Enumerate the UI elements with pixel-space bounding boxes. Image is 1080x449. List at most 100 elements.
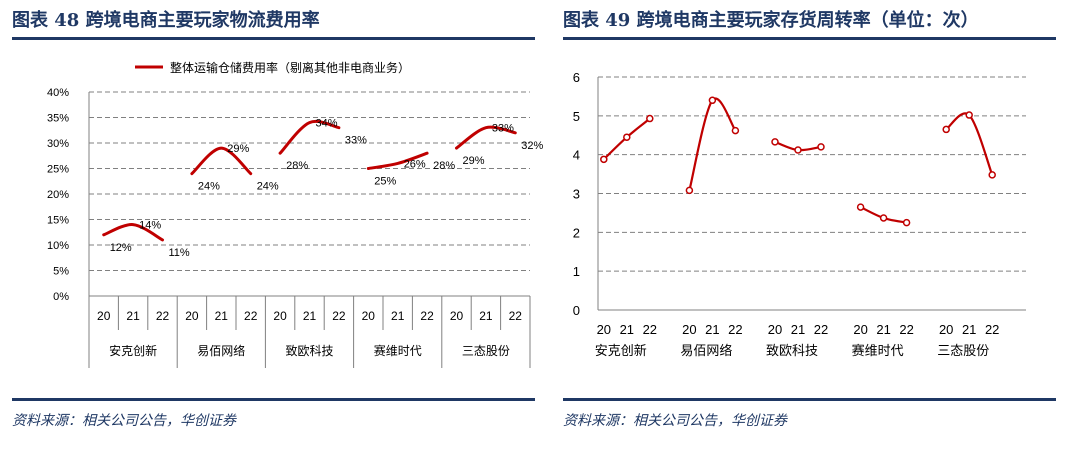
data-point [817, 143, 825, 151]
data-label: 34% [316, 118, 338, 130]
data-point [708, 96, 717, 105]
x-year-label: 22 [509, 309, 523, 323]
y-tick-label: 6 [573, 70, 580, 85]
x-group-label: 致欧科技 [766, 343, 818, 358]
x-year-label: 20 [939, 322, 953, 337]
data-point [685, 186, 694, 195]
legend-label: 整体运输仓储费用率（剔离其他非电商业务） [170, 60, 410, 75]
y-tick-label: 0% [53, 291, 69, 303]
x-year-label: 22 [156, 309, 170, 323]
x-year-label: 21 [876, 322, 890, 337]
data-point [942, 125, 950, 134]
x-year-label: 21 [479, 309, 493, 323]
y-tick-label: 35% [47, 113, 69, 125]
x-year-label: 20 [362, 309, 376, 323]
x-year-label: 20 [273, 309, 287, 323]
x-year-label: 20 [682, 322, 696, 337]
data-label: 33% [492, 123, 514, 135]
x-year-label: 21 [705, 322, 719, 337]
right-source-note: 资料来源：相关公司公告，华创证券 [563, 413, 787, 429]
x-group-label: 安克创新 [109, 343, 157, 358]
data-point [879, 214, 888, 222]
y-tick-label: 10% [47, 240, 69, 252]
right-title-rule [563, 37, 1056, 40]
left-bottom-rule [12, 398, 535, 401]
data-point [600, 155, 608, 164]
x-year-label: 20 [597, 322, 611, 337]
data-point [646, 114, 654, 123]
x-year-label: 20 [185, 309, 199, 323]
left-title-rule [12, 37, 535, 40]
series-line [102, 223, 164, 242]
data-label: 33% [345, 135, 367, 147]
x-group-label: 三态股份 [462, 344, 510, 358]
x-group-label: 三态股份 [937, 343, 989, 358]
x-year-label: 20 [97, 309, 111, 323]
x-year-label: 20 [768, 322, 782, 337]
x-group-label: 易佰网络 [197, 343, 245, 358]
data-point [771, 138, 779, 146]
data-label: 28% [433, 160, 455, 172]
x-year-label: 22 [643, 322, 657, 337]
y-tick-label: 0 [573, 303, 580, 318]
x-group-label: 易佰网络 [680, 343, 732, 358]
data-point [856, 203, 865, 211]
x-group-label: 赛维时代 [852, 343, 904, 358]
x-year-label: 22 [814, 322, 828, 337]
data-point [902, 218, 911, 227]
left-figure-title: 图表 48 跨境电商主要玩家物流费用率 [12, 10, 320, 31]
x-year-label: 21 [962, 322, 976, 337]
y-tick-label: 25% [47, 164, 69, 176]
data-label: 11% [169, 247, 190, 259]
x-group-label: 赛维时代 [374, 343, 422, 358]
y-tick-label: 1 [573, 264, 580, 279]
x-year-label: 21 [303, 309, 317, 323]
x-year-label: 22 [420, 309, 434, 323]
data-point [988, 171, 996, 179]
x-year-label: 22 [899, 322, 913, 337]
y-tick-label: 20% [47, 189, 69, 201]
y-tick-label: 40% [47, 87, 69, 99]
series-line [945, 112, 994, 176]
data-label: 32% [521, 140, 543, 152]
x-year-label: 20 [450, 309, 464, 323]
y-tick-label: 5% [53, 266, 69, 278]
y-tick-label: 30% [47, 138, 69, 150]
data-point [623, 133, 631, 141]
series-line [190, 146, 253, 176]
x-year-label: 21 [620, 322, 634, 337]
y-tick-label: 15% [47, 215, 69, 227]
x-year-label: 20 [853, 322, 867, 337]
data-label: 24% [198, 181, 220, 193]
x-year-label: 22 [728, 322, 742, 337]
series-line [278, 119, 341, 155]
data-label: 14% [139, 220, 161, 232]
series-line [366, 151, 429, 170]
right-bottom-rule [563, 398, 1056, 401]
y-tick-label: 2 [573, 225, 580, 240]
y-tick-label: 3 [573, 187, 580, 202]
x-year-label: 22 [244, 309, 258, 323]
data-label: 12% [110, 242, 132, 254]
y-tick-label: 4 [573, 148, 580, 163]
x-year-label: 21 [791, 322, 805, 337]
series-line [455, 125, 517, 150]
data-label: 24% [257, 181, 279, 193]
y-tick-label: 5 [573, 109, 580, 124]
right-figure-title: 图表 49 跨境电商主要玩家存货周转率（单位：次） [563, 10, 979, 31]
x-group-label: 安克创新 [595, 343, 647, 358]
left-source-note: 资料来源：相关公司公告，华创证券 [12, 413, 236, 429]
data-label: 29% [227, 143, 249, 155]
data-point [965, 111, 973, 119]
x-group-label: 致欧科技 [285, 344, 333, 358]
data-label: 26% [404, 158, 426, 170]
data-label: 28% [286, 160, 308, 172]
data-label: 29% [463, 155, 485, 167]
data-point [794, 146, 802, 154]
series-line [688, 97, 737, 192]
x-year-label: 21 [126, 309, 140, 323]
x-year-label: 22 [985, 322, 999, 337]
x-year-label: 21 [391, 309, 405, 323]
data-label: 25% [374, 176, 396, 188]
